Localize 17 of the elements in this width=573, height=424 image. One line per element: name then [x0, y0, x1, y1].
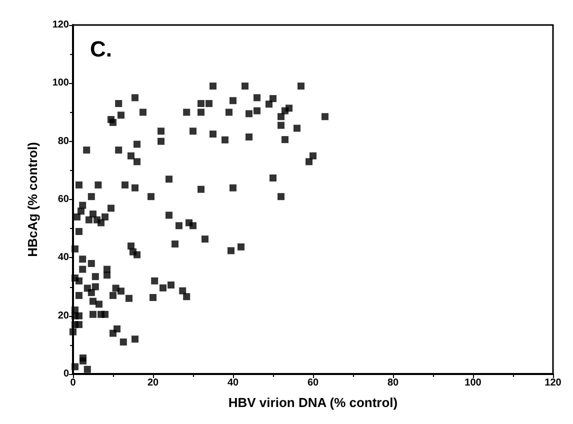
y-tick-label: 0	[63, 368, 70, 380]
y-tick-label: 100	[52, 78, 70, 89]
y-tick-label: 20	[58, 310, 70, 322]
y-tick-label: 40	[58, 252, 70, 264]
annotation: C.	[90, 36, 112, 62]
x-tick-label: 120	[544, 378, 562, 388]
x-tick-label: 40	[227, 378, 239, 388]
x-tick-label: 100	[464, 378, 482, 388]
y-tick-label: 80	[58, 136, 70, 147]
x-tick-label: 0	[70, 378, 76, 388]
x-tick-label: 20	[147, 378, 159, 388]
y-tick-label: 60	[58, 194, 70, 205]
y-tick-label: 120	[52, 20, 70, 30]
x-axis-title: HBV virion DNA (% control)	[228, 395, 398, 410]
y-axis-title: HBcAg (% control)	[25, 142, 40, 257]
x-tick-label: 60	[307, 378, 319, 388]
x-tick-label: 80	[387, 378, 399, 388]
